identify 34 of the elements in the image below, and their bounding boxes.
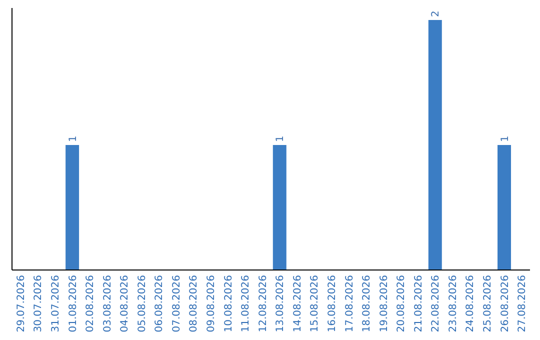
data-label: 1 — [500, 136, 511, 142]
x-tick-label: 10.08.2026 — [223, 275, 234, 332]
x-tick-label: 21.08.2026 — [413, 275, 424, 332]
x-tick-label: 09.08.2026 — [206, 275, 218, 332]
x-tick-label: 22.08.2026 — [430, 275, 442, 332]
x-tick-label: 11.08.2026 — [240, 275, 252, 332]
x-tick-label: 26.08.2026 — [500, 275, 511, 332]
x-tick-label: 06.08.2026 — [154, 275, 166, 332]
data-label: 1 — [275, 136, 286, 142]
x-tick-label: 08.08.2026 — [188, 275, 200, 332]
x-tick-label: 23.08.2026 — [448, 275, 459, 332]
x-tick-label: 24.08.2026 — [465, 275, 476, 332]
data-label: 1 — [68, 136, 79, 142]
x-tick-label: 19.08.2026 — [378, 275, 390, 332]
data-label: 2 — [430, 10, 442, 17]
x-tick-label: 05.08.2026 — [136, 275, 148, 332]
x-tick-label: 02.08.2026 — [85, 275, 96, 332]
x-tick-label: 17.08.2026 — [344, 275, 356, 332]
x-tick-label: 18.08.2026 — [362, 275, 373, 332]
x-tick-label: 12.08.2026 — [258, 275, 269, 332]
x-tick-label: 27.08.2026 — [517, 275, 528, 332]
x-tick-label: 29.07.2026 — [16, 275, 27, 332]
x-tick-label: 03.08.2026 — [102, 275, 114, 332]
x-tick-label: 04.08.2026 — [120, 275, 131, 332]
x-tick-label: 01.08.2026 — [68, 275, 79, 332]
x-tick-label: 20.08.2026 — [396, 275, 408, 332]
x-tick-label: 14.08.2026 — [292, 275, 304, 332]
x-tick-label: 31.07.2026 — [50, 275, 62, 332]
x-tick-label: 25.08.2026 — [482, 275, 494, 332]
x-tick-label: 07.08.2026 — [171, 275, 182, 332]
x-tick-label: 16.08.2026 — [326, 275, 338, 332]
x-tick-label: 13.08.2026 — [275, 275, 286, 332]
x-tick-label: 15.08.2026 — [310, 275, 321, 332]
x-tick-label: 30.07.2026 — [33, 275, 44, 332]
